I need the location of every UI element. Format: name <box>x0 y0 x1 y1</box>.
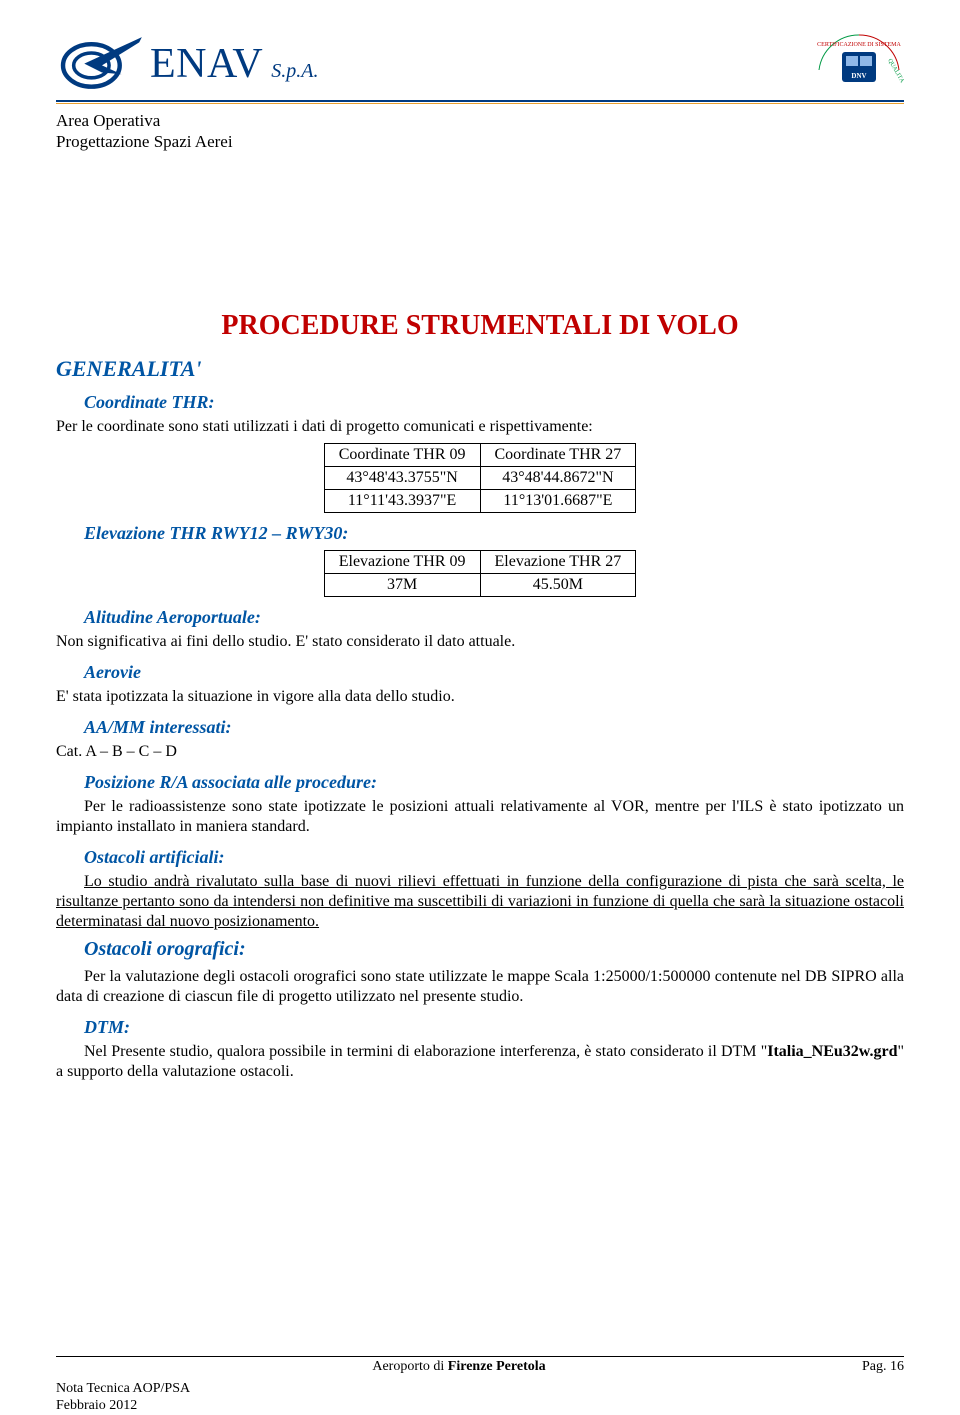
ost-art-body: Lo studio andrà rivalutato sulla base di… <box>56 872 904 932</box>
section-alt-aero: Alitudine Aeroportuale: <box>84 607 904 628</box>
enav-logo-icon <box>56 30 148 92</box>
dtm-pre: Nel Presente studio, qualora possibile i… <box>84 1043 767 1060</box>
footer-left: Nota Tecnica AOP/PSA Febbraio 2012 <box>56 1381 190 1415</box>
elev-h2: Elevazione THR 27 <box>480 551 636 574</box>
elev-r1c2: 45.50M <box>480 574 636 597</box>
svg-text:DNV: DNV <box>851 72 866 80</box>
page-footer: Aeroporto di Firenze Peretola Pag. 16 No… <box>56 1356 904 1375</box>
section-aerovie: Aerovie <box>84 662 904 683</box>
section-ost-art: Ostacoli artificiali: <box>84 847 904 868</box>
coord-table: Coordinate THR 09 Coordinate THR 27 43°4… <box>324 443 637 513</box>
elev-r1c1: 37M <box>324 574 480 597</box>
coord-thr-body: Per le coordinate sono stati utilizzati … <box>56 417 904 437</box>
org-unit: Area Operativa Progettazione Spazi Aerei <box>56 110 233 153</box>
coord-r1c1: 43°48'43.3755"N <box>324 467 480 490</box>
svg-text:CERTIFICAZIONE DI SISTEMA: CERTIFICAZIONE DI SISTEMA <box>817 42 901 48</box>
footer-center-bold: Firenze Peretola <box>448 1359 546 1374</box>
coord-r2c2: 11°13'01.6687"E <box>480 490 636 513</box>
elev-table: Elevazione THR 09 Elevazione THR 27 37M … <box>324 550 637 597</box>
footer-center: Aeroporto di Firenze Peretola <box>56 1359 862 1375</box>
page-title: PROCEDURE STRUMENTALI DI VOLO <box>56 310 904 342</box>
dtm-body: Nel Presente studio, qualora possibile i… <box>56 1042 904 1082</box>
coord-h2: Coordinate THR 27 <box>480 444 636 467</box>
brand-suffix: S.p.A. <box>271 60 318 83</box>
pos-ra-body: Per le radioassistenze sono state ipotiz… <box>56 797 904 837</box>
coord-r1c2: 43°48'44.8672"N <box>480 467 636 490</box>
aerovie-body: E' stata ipotizzata la situazione in vig… <box>56 687 904 707</box>
section-pos-ra: Posizione R/A associata alle procedure: <box>84 772 904 793</box>
section-coord-thr: Coordinate THR: <box>84 392 904 413</box>
section-elev-thr: Elevazione THR RWY12 – RWY30: <box>84 523 904 544</box>
aamm-body: Cat. A – B – C – D <box>56 742 904 762</box>
brand-logo: ENAV S.p.A. <box>56 30 318 92</box>
header-rule <box>56 100 904 104</box>
coord-h1: Coordinate THR 09 <box>324 444 480 467</box>
org-line-1: Area Operativa <box>56 110 233 131</box>
section-aamm: AA/MM interessati: <box>84 717 904 738</box>
cert-badge-icon: CERTIFICAZIONE DI SISTEMA DNV QUALITÀ <box>814 30 904 105</box>
alt-aero-body: Non significativa ai fini dello studio. … <box>56 632 904 652</box>
brand-name: ENAV <box>150 40 263 88</box>
section-ost-oro: Ostacoli orografici: <box>84 938 904 961</box>
dtm-bold: Italia_NEu32w.grd <box>767 1043 897 1060</box>
svg-text:QUALITÀ: QUALITÀ <box>886 57 904 85</box>
org-line-2: Progettazione Spazi Aerei <box>56 131 233 152</box>
footer-page: Pag. 16 <box>862 1359 904 1375</box>
section-dtm: DTM: <box>84 1017 904 1038</box>
coord-r2c1: 11°11'43.3937"E <box>324 490 480 513</box>
footer-center-pre: Aeroporto di <box>372 1359 447 1374</box>
section-generalita: GENERALITA' <box>56 356 904 382</box>
footer-bl1: Nota Tecnica AOP/PSA <box>56 1381 190 1398</box>
elev-h1: Elevazione THR 09 <box>324 551 480 574</box>
ost-oro-body: Per la valutazione degli ostacoli orogra… <box>56 967 904 1007</box>
